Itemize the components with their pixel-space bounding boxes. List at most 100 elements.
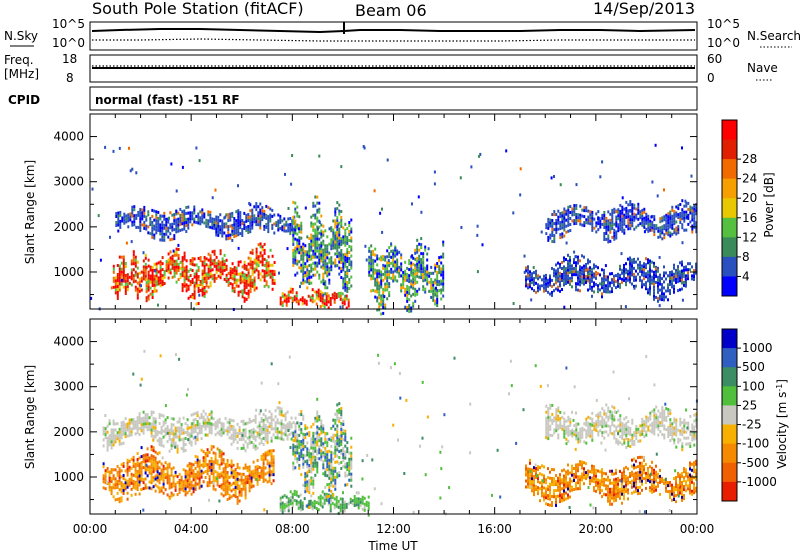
data-cell xyxy=(158,416,161,419)
data-cell xyxy=(126,428,129,432)
data-cell xyxy=(647,261,649,265)
data-cell xyxy=(218,454,221,458)
data-cell xyxy=(653,233,656,237)
data-cell xyxy=(633,286,636,290)
data-cell xyxy=(695,227,698,231)
data-cell xyxy=(139,208,142,212)
data-cell xyxy=(555,222,558,225)
data-cell xyxy=(296,445,299,449)
data-cell xyxy=(147,258,150,262)
data-cell xyxy=(659,235,662,239)
data-cell xyxy=(330,462,333,466)
data-cell xyxy=(312,485,315,489)
colorbar-segment xyxy=(722,159,737,180)
data-cell xyxy=(318,201,321,205)
data-cell xyxy=(292,443,295,447)
data-cell xyxy=(633,215,636,219)
data-cell xyxy=(316,431,319,435)
data-cell xyxy=(683,216,686,220)
data-cell xyxy=(254,447,257,451)
data-cell xyxy=(402,280,405,283)
data-cell xyxy=(170,426,173,430)
data-cell xyxy=(152,485,155,489)
data-cell xyxy=(312,446,315,450)
data-cell xyxy=(230,418,233,422)
data-cell xyxy=(197,257,200,260)
data-cell xyxy=(683,210,686,214)
data-cell xyxy=(187,226,190,230)
data-cell xyxy=(164,488,167,492)
data-cell xyxy=(279,299,282,303)
data-cell xyxy=(380,285,383,289)
data-cell xyxy=(386,285,389,289)
data-cell xyxy=(655,274,657,278)
data-cell xyxy=(298,248,301,252)
data-cell xyxy=(422,264,425,268)
data-cell xyxy=(149,286,152,290)
data-cell xyxy=(328,278,331,282)
data-cell xyxy=(322,257,325,261)
data-cell xyxy=(243,223,246,227)
data-cell xyxy=(259,260,262,264)
data-cell xyxy=(245,285,248,289)
data-cell xyxy=(225,237,228,241)
data-cell xyxy=(338,471,341,475)
data-cell xyxy=(290,437,293,441)
data-cell xyxy=(154,432,157,436)
data-cell xyxy=(301,507,304,511)
data-cell xyxy=(128,281,131,285)
data-cell xyxy=(262,424,265,428)
data-cell xyxy=(126,470,129,474)
data-cell xyxy=(607,237,610,241)
data-cell xyxy=(155,268,158,272)
data-cell xyxy=(669,280,671,283)
data-cell xyxy=(168,449,171,453)
data-cell xyxy=(605,275,607,279)
data-cell xyxy=(208,450,211,454)
data-cell xyxy=(162,420,165,424)
data-cell xyxy=(179,207,182,211)
data-cell xyxy=(323,495,326,499)
data-cell xyxy=(208,477,211,481)
data-cell xyxy=(442,252,445,256)
data-cell xyxy=(206,421,209,425)
data-cell xyxy=(260,438,263,441)
data-cell xyxy=(219,213,222,217)
data-cell xyxy=(108,419,111,423)
data-cell xyxy=(573,261,575,265)
data-cell xyxy=(667,289,669,293)
data-cell xyxy=(171,237,174,241)
data-cell xyxy=(260,441,263,444)
data-cell xyxy=(285,220,288,224)
data-cell xyxy=(259,226,262,230)
data-cell xyxy=(271,226,274,230)
data-cell xyxy=(292,257,295,261)
data-cell xyxy=(316,195,319,199)
data-cell xyxy=(257,211,260,215)
data-cell xyxy=(559,277,561,281)
data-cell xyxy=(287,293,290,297)
data-cell xyxy=(264,478,267,482)
data-cell xyxy=(237,263,240,267)
data-cell xyxy=(127,213,130,217)
data-cell xyxy=(212,423,215,427)
data-cell xyxy=(249,284,252,288)
data-cell xyxy=(240,475,243,479)
data-cell xyxy=(647,273,649,277)
data-cell xyxy=(237,218,240,222)
data-cell xyxy=(223,222,226,226)
data-cell xyxy=(177,263,180,266)
data-cell xyxy=(112,267,115,271)
data-cell xyxy=(262,436,265,440)
data-cell xyxy=(144,413,147,417)
data-cell xyxy=(367,501,370,505)
data-cell xyxy=(357,491,360,495)
data-cell xyxy=(357,506,360,510)
data-cell xyxy=(294,207,297,211)
data-cell xyxy=(651,220,654,224)
data-cell xyxy=(344,462,347,466)
data-cell xyxy=(408,304,411,308)
data-cell xyxy=(669,271,671,274)
data-cell xyxy=(218,429,221,433)
data-cell xyxy=(420,261,423,265)
